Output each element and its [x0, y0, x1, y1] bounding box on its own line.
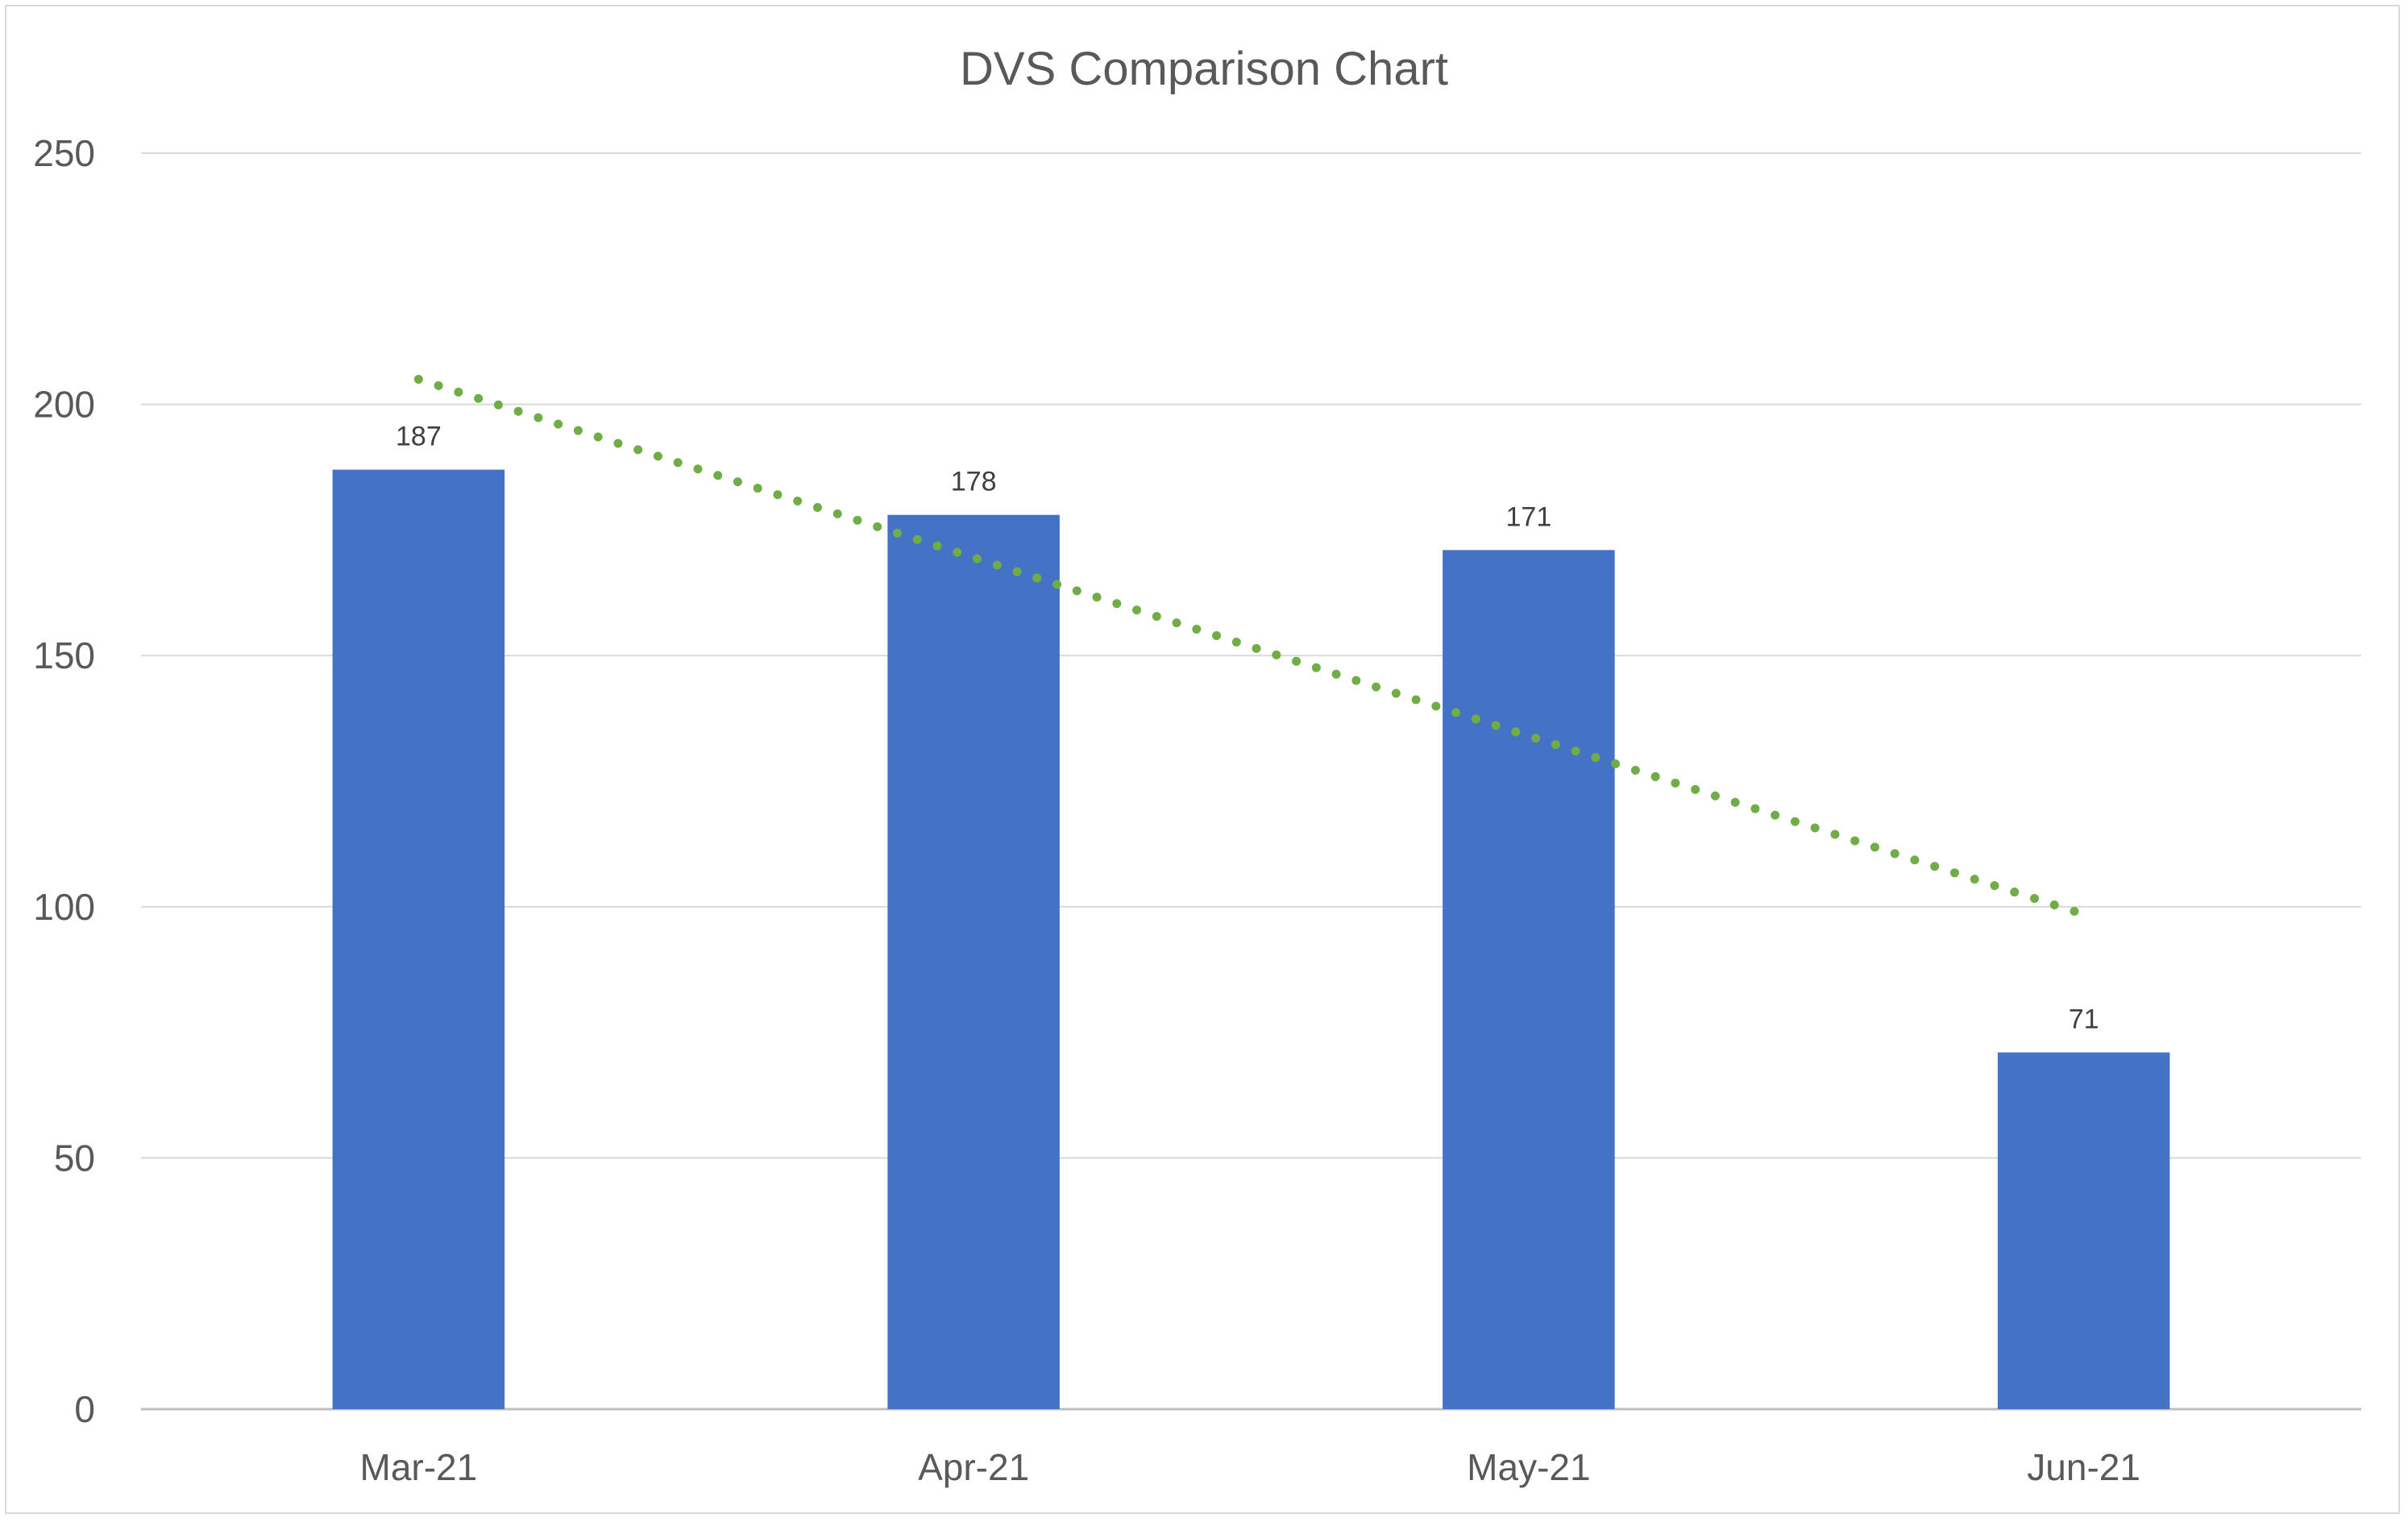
- x-axis-ticks: Mar-21 Apr-21 May-21 Jun-21: [360, 1446, 2140, 1488]
- bar: [1997, 1052, 2170, 1409]
- x-tick-label: Jun-21: [2027, 1446, 2140, 1488]
- data-label: 71: [2069, 1004, 2099, 1035]
- data-label: 178: [951, 467, 997, 497]
- y-tick-label: 150: [33, 634, 95, 676]
- trendline: [413, 374, 2089, 919]
- x-tick-label: Apr-21: [918, 1446, 1029, 1488]
- bar: [887, 514, 1060, 1409]
- y-tick-label: 50: [54, 1137, 95, 1179]
- x-tick-label: May-21: [1467, 1446, 1590, 1488]
- y-tick-label: 0: [74, 1388, 95, 1430]
- data-label: 187: [396, 422, 442, 452]
- trendline-group: [413, 374, 2089, 919]
- bars: [332, 469, 2170, 1410]
- y-axis-ticks: 0 50 100 150 200 250: [33, 132, 95, 1430]
- bar: [1443, 550, 1615, 1409]
- chart-title: DVS Comparison Chart: [960, 43, 1448, 95]
- bar: [332, 469, 505, 1410]
- data-labels: 187 178 171 71: [396, 422, 2099, 1035]
- y-tick-label: 200: [33, 384, 95, 426]
- data-label: 171: [1506, 501, 1552, 532]
- x-tick-label: Mar-21: [360, 1446, 478, 1488]
- y-tick-label: 100: [33, 886, 95, 928]
- y-tick-label: 250: [33, 132, 95, 174]
- gridlines: [141, 152, 2361, 1411]
